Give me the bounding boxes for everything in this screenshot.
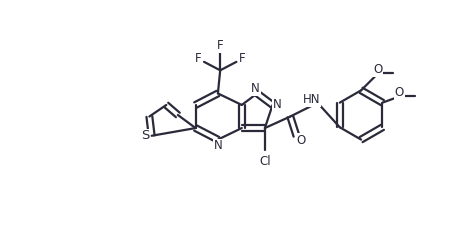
Text: N: N bbox=[251, 82, 259, 95]
Text: F: F bbox=[239, 52, 245, 65]
Text: O: O bbox=[394, 86, 403, 99]
Text: F: F bbox=[217, 39, 223, 52]
Text: N: N bbox=[272, 99, 281, 111]
Text: S: S bbox=[141, 129, 149, 142]
Text: Cl: Cl bbox=[258, 155, 270, 168]
Text: HN: HN bbox=[302, 93, 320, 106]
Text: N: N bbox=[213, 139, 222, 152]
Text: O: O bbox=[296, 134, 305, 147]
Text: O: O bbox=[373, 63, 382, 76]
Text: F: F bbox=[194, 52, 201, 65]
